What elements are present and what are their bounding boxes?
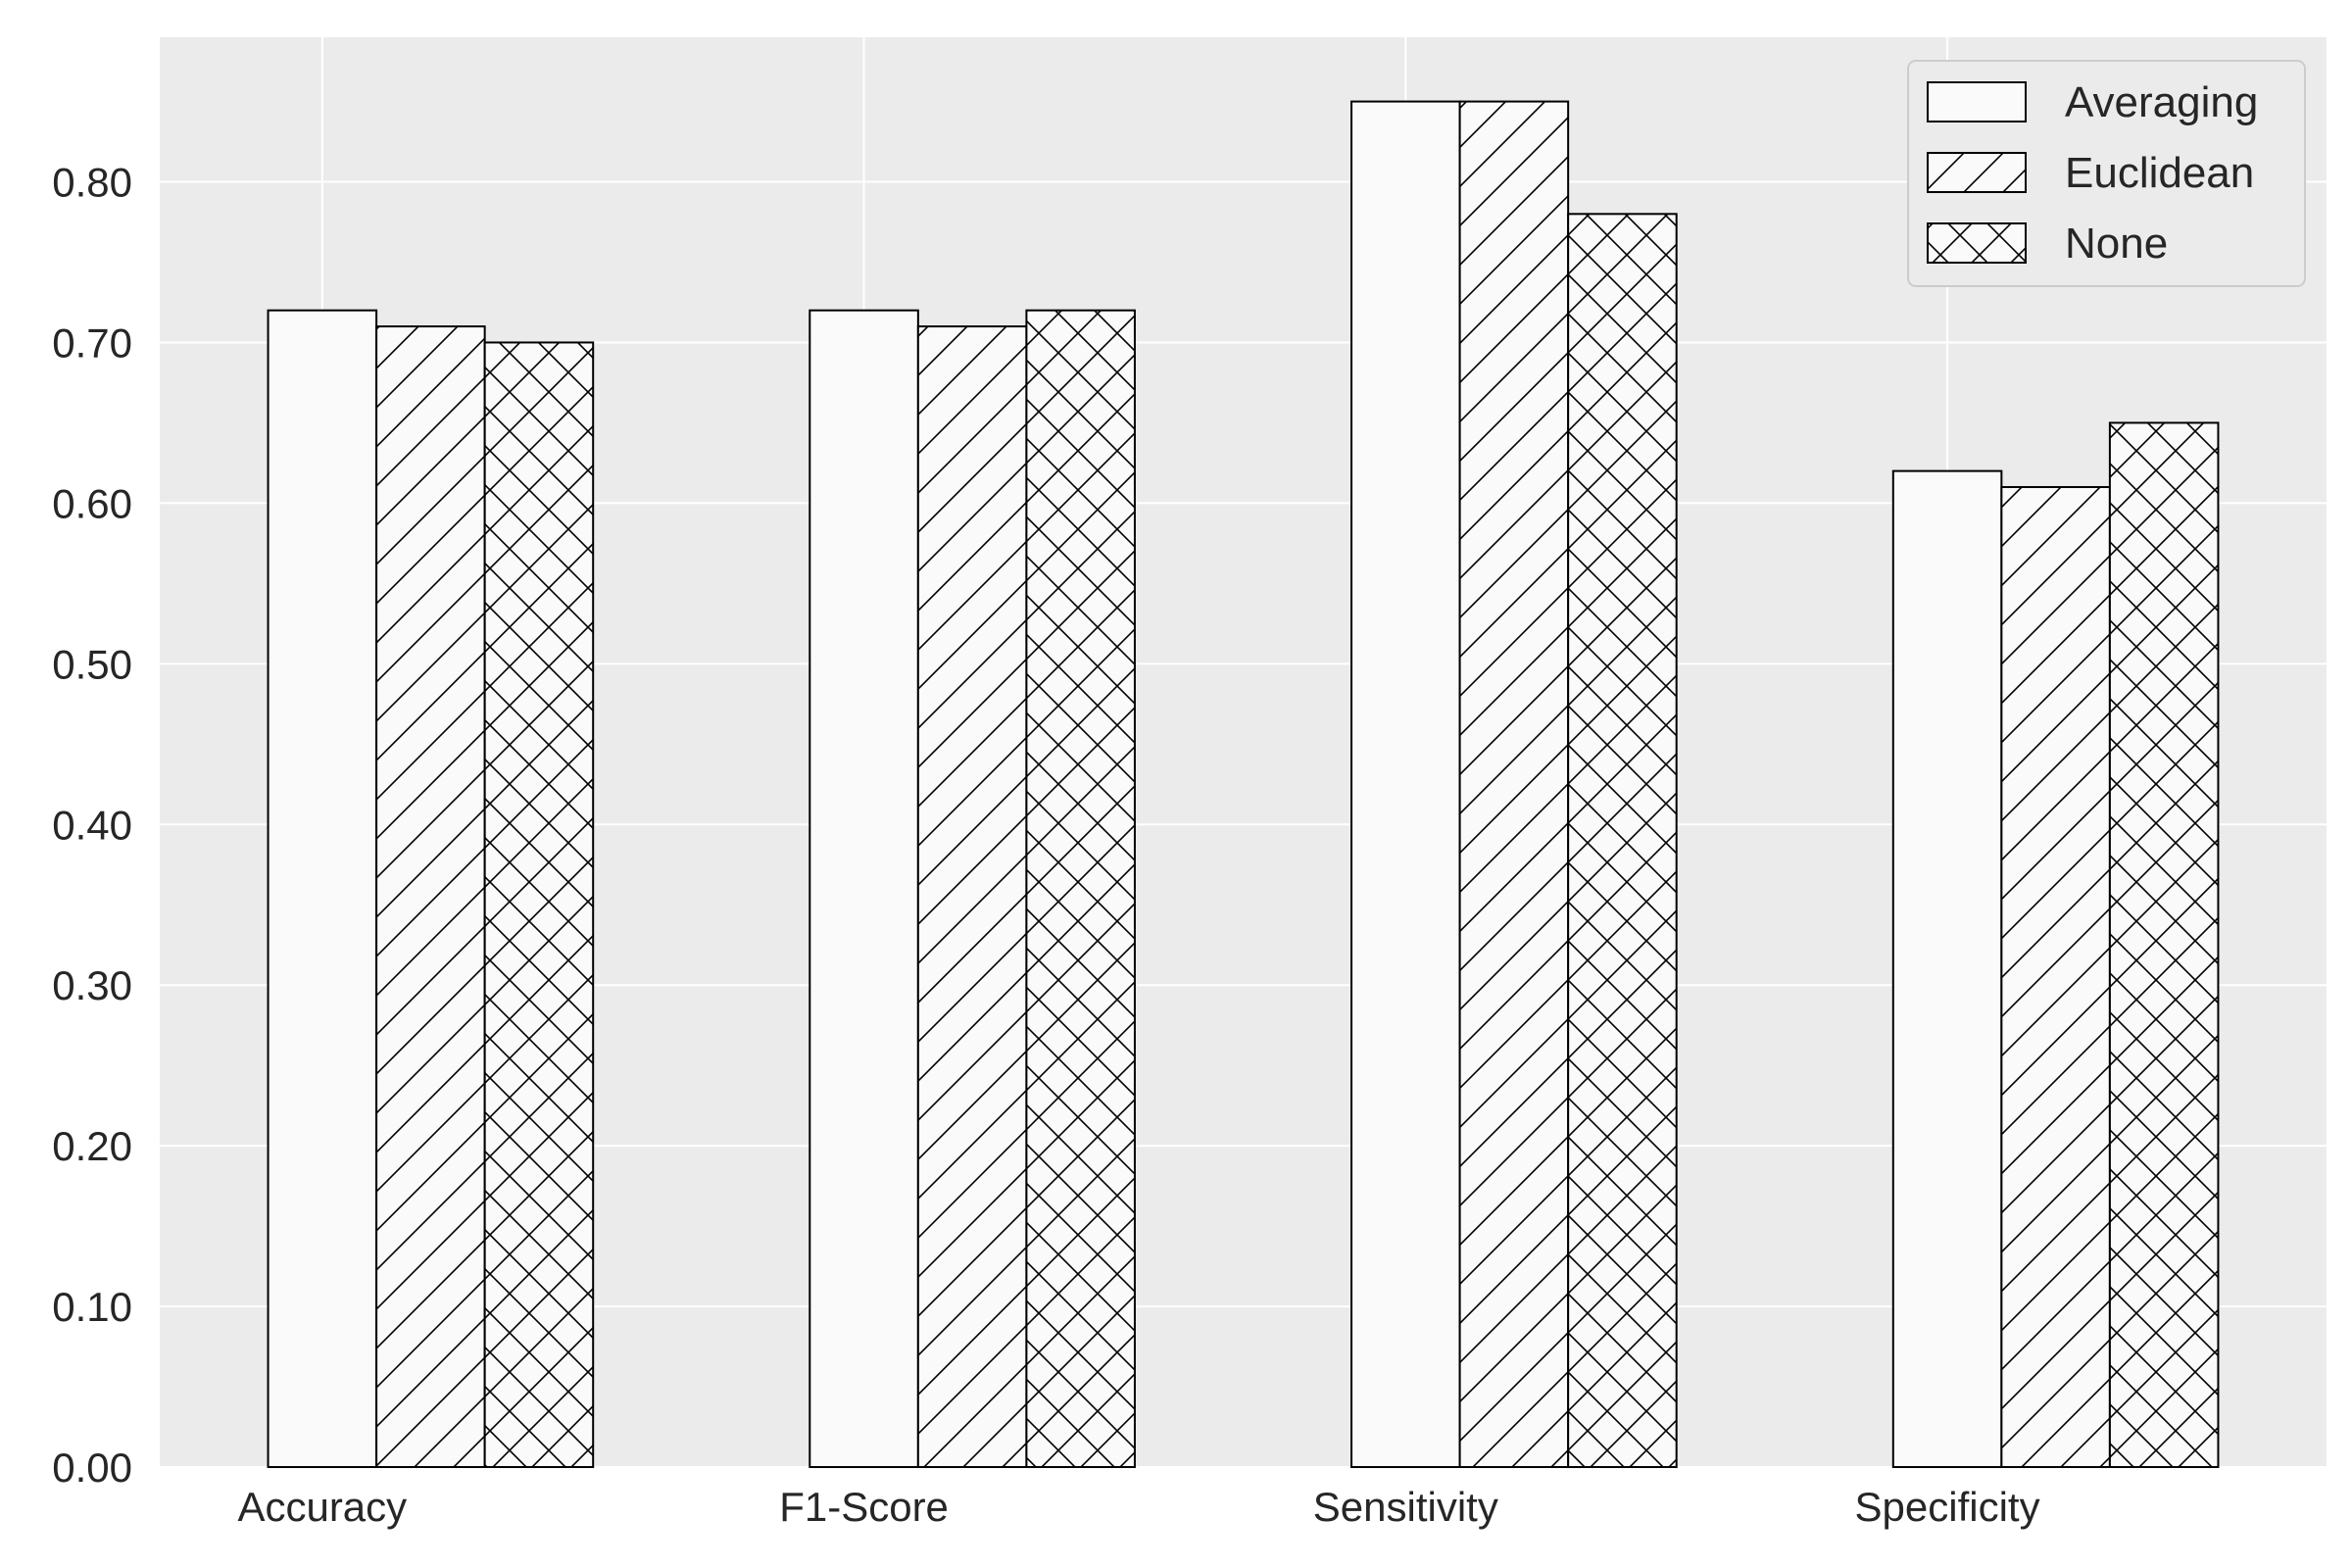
x-tick-label: F1-Score [779, 1484, 949, 1530]
bar-averaging-accuracy [267, 309, 378, 1468]
bar-none-accuracy [483, 341, 595, 1468]
legend: Averaging Euclidean None [1907, 60, 2306, 287]
bar-euclidean-specificity [2000, 486, 2111, 1468]
legend-swatch-none [1927, 222, 2027, 264]
bar-averaging-f1-score [808, 309, 919, 1468]
y-tick-label: 0.40 [52, 802, 132, 848]
bar-averaging-specificity [1891, 469, 2003, 1468]
y-tick-label: 0.70 [52, 319, 132, 366]
x-tick-label: Specificity [1855, 1484, 2040, 1530]
legend-label-euclidean: Euclidean [2065, 149, 2254, 197]
y-tick-label: 0.30 [52, 962, 132, 1008]
bar-none-f1-score [1025, 309, 1136, 1468]
legend-label-none: None [2065, 220, 2168, 268]
bar-none-sensitivity [1567, 213, 1678, 1469]
x-tick-label: Sensitivity [1313, 1484, 1498, 1530]
legend-swatch-euclidean [1927, 152, 2027, 193]
y-tick-label: 0.00 [52, 1445, 132, 1491]
x-tick-label: Accuracy [237, 1484, 407, 1530]
legend-swatch-averaging [1927, 81, 2027, 122]
y-tick-label: 0.80 [52, 160, 132, 206]
bar-none-specificity [2108, 421, 2220, 1468]
bar-averaging-sensitivity [1350, 100, 1461, 1469]
y-tick-label: 0.50 [52, 641, 132, 687]
bar-euclidean-accuracy [375, 325, 486, 1469]
bar-euclidean-f1-score [916, 325, 1028, 1469]
y-tick-label: 0.60 [52, 480, 132, 526]
legend-label-averaging: Averaging [2065, 78, 2258, 126]
y-tick-label: 0.10 [52, 1284, 132, 1330]
bar-euclidean-sensitivity [1458, 100, 1570, 1469]
y-tick-label: 0.20 [52, 1123, 132, 1169]
